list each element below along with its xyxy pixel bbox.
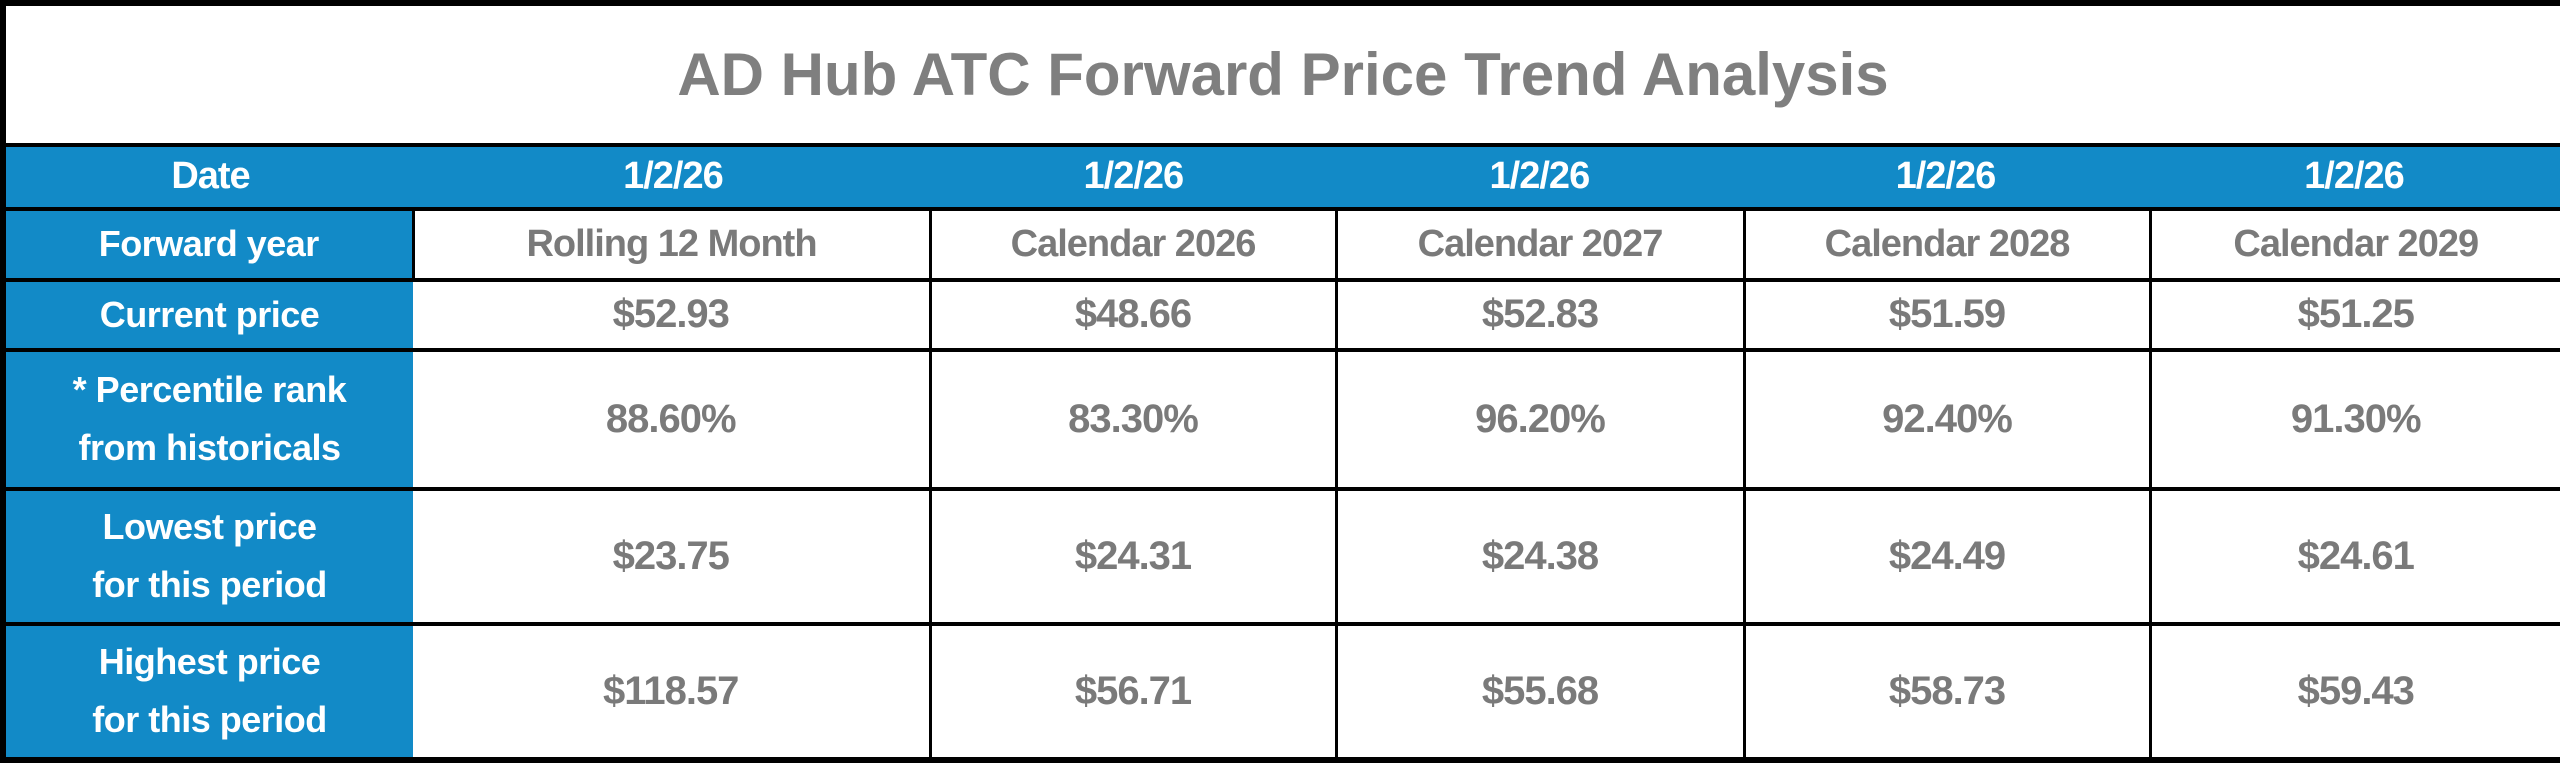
lowest-price-cell: $24.61 bbox=[2148, 486, 2560, 626]
current-price-cell: $51.25 bbox=[2148, 278, 2560, 352]
forward-year-row: Forward year Rolling 12 Month Calendar 2… bbox=[1, 206, 2560, 283]
percentile-cell: 91.30% bbox=[2148, 347, 2560, 491]
date-header-band: Date 1/2/26 1/2/26 1/2/26 1/2/26 1/2/26 bbox=[3, 143, 2560, 211]
highest-price-cell: $56.71 bbox=[928, 621, 1338, 763]
lowest-price-cell: $24.49 bbox=[1742, 486, 2152, 626]
forward-year-cell: Calendar 2027 bbox=[1334, 206, 1746, 283]
row-label-current-price: Current price bbox=[1, 278, 413, 352]
lowest-price-cell: $23.75 bbox=[413, 486, 932, 626]
percentile-cell: 92.40% bbox=[1742, 347, 2152, 491]
current-price-row: Current price $52.93 $48.66 $52.83 $51.5… bbox=[1, 278, 2560, 352]
row-label-highest-price: Highest price for this period bbox=[1, 621, 413, 763]
lowest-price-cell: $24.31 bbox=[928, 486, 1338, 626]
row-label-line: Highest price bbox=[98, 641, 321, 683]
forward-year-cell: Calendar 2029 bbox=[2148, 206, 2560, 283]
percentile-rank-row: * Percentile rank from historicals 88.60… bbox=[1, 347, 2560, 491]
percentile-cell: 83.30% bbox=[928, 347, 1338, 491]
percentile-cell: 96.20% bbox=[1334, 347, 1746, 491]
row-label-line: for this period bbox=[92, 699, 327, 741]
row-label-forward-year: Forward year bbox=[1, 206, 415, 283]
lowest-price-row: Lowest price for this period $23.75 $24.… bbox=[1, 486, 2560, 626]
row-label-lowest-price: Lowest price for this period bbox=[1, 486, 413, 626]
highest-price-row: Highest price for this period $118.57 $5… bbox=[1, 621, 2560, 763]
current-price-cell: $48.66 bbox=[928, 278, 1338, 352]
date-cell: 1/2/26 bbox=[1489, 155, 1591, 198]
lowest-price-cell: $24.38 bbox=[1334, 486, 1746, 626]
forward-year-cell: Rolling 12 Month bbox=[411, 206, 932, 283]
current-price-cell: $51.59 bbox=[1742, 278, 2152, 352]
forward-year-cell: Calendar 2026 bbox=[928, 206, 1338, 283]
date-cell: 1/2/26 bbox=[1895, 155, 1997, 198]
percentile-cell: 88.60% bbox=[413, 347, 932, 491]
current-price-cell: $52.83 bbox=[1334, 278, 1746, 352]
highest-price-cell: $118.57 bbox=[413, 621, 932, 763]
highest-price-cell: $59.43 bbox=[2148, 621, 2560, 763]
row-label-line: from historicals bbox=[78, 427, 341, 469]
highest-price-cell: $58.73 bbox=[1742, 621, 2152, 763]
forward-year-cell: Calendar 2028 bbox=[1742, 206, 2152, 283]
date-cell: 1/2/26 bbox=[1083, 155, 1185, 198]
date-cell: 1/2/26 bbox=[623, 155, 724, 198]
date-row-label: Date bbox=[171, 155, 250, 198]
row-label-percentile-rank: * Percentile rank from historicals bbox=[1, 347, 413, 491]
date-header-row: Date 1/2/26 1/2/26 1/2/26 1/2/26 1/2/26 bbox=[6, 155, 2560, 198]
date-cell: 1/2/26 bbox=[2304, 155, 2405, 198]
row-label-line: * Percentile rank bbox=[72, 368, 347, 410]
row-label-line: Lowest price bbox=[102, 506, 317, 548]
row-label-line: for this period bbox=[92, 564, 327, 606]
table-title: AD Hub ATC Forward Price Trend Analysis bbox=[3, 3, 2560, 148]
current-price-cell: $52.93 bbox=[413, 278, 932, 352]
highest-price-cell: $55.68 bbox=[1334, 621, 1746, 763]
